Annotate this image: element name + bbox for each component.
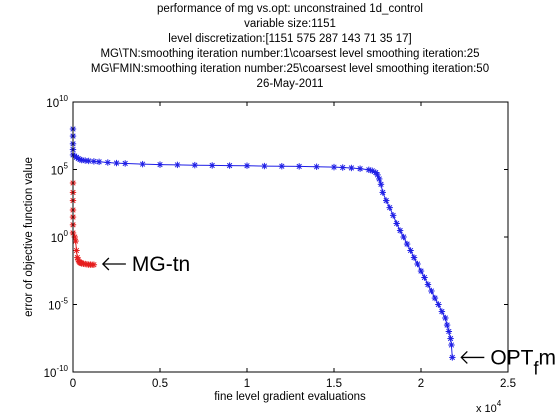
data-point-opt: [431, 294, 439, 302]
data-point-opt: [383, 197, 390, 204]
annotation-arrowhead: [101, 257, 110, 271]
chart-title: performance of mg vs.opt: unconstrained …: [72, 2, 508, 92]
data-point-opt: [443, 321, 451, 329]
y-axis-label: error of objective function value: [23, 157, 35, 317]
data-point-opt: [449, 354, 456, 361]
data-point-opt: [386, 204, 393, 211]
data-point-opt: [356, 165, 364, 172]
data-point-opt: [95, 158, 103, 166]
y-tick-base: 10: [48, 301, 61, 313]
data-point-opt: [428, 287, 435, 295]
data-point-opt: [226, 162, 233, 169]
annotation-label: MG-tn: [132, 253, 190, 276]
y-tick-exp: 0: [64, 229, 69, 238]
annotation-subscript: f: [533, 358, 539, 378]
y-tick-label: 1010: [46, 94, 68, 110]
y-tick-label: 10-5: [48, 297, 68, 313]
series-layer: [69, 125, 456, 361]
data-point-opt: [435, 301, 442, 308]
y-tick-base: 10: [46, 98, 59, 110]
data-point-opt: [330, 163, 338, 171]
data-point-opt: [191, 161, 198, 169]
annotation-opt: OPTfm: [460, 346, 556, 378]
data-point-opt: [389, 212, 397, 219]
data-point-opt: [313, 163, 320, 170]
annotation-arrowhead: [460, 350, 468, 364]
y-tick-label: 105: [51, 162, 69, 178]
annotation-mg-tn: MG-tn: [101, 253, 190, 276]
annotations-layer: OPTfm MG-tn: [101, 253, 556, 378]
annotation-label: OPTfm: [490, 346, 556, 378]
data-point-opt: [417, 267, 425, 275]
title-line: performance of mg vs.opt: unconstrained …: [157, 3, 423, 15]
y-tick-label: 100: [51, 229, 69, 245]
x-tick-label: 2.5: [500, 378, 516, 390]
data-point-opt: [122, 160, 129, 167]
y-tick-exp: -10: [56, 364, 68, 373]
y-tick-base: 10: [51, 233, 64, 245]
x-tick-label: 0.5: [152, 378, 168, 390]
annotation-text: OPT: [490, 346, 533, 369]
data-point-opt: [424, 281, 432, 288]
data-point-opt: [400, 233, 407, 241]
data-point-opt: [410, 254, 418, 261]
title-line: MG\FMIN:smoothing iteration number:25\co…: [90, 63, 490, 75]
data-point-opt: [376, 175, 383, 183]
x-multiplier-base: x 10: [476, 403, 497, 415]
y-tick-exp: 5: [64, 162, 69, 171]
data-point-opt: [407, 247, 414, 254]
x-tick-label: 1: [244, 378, 250, 390]
data-point-opt: [396, 227, 404, 234]
data-point-opt: [403, 240, 411, 248]
data-point-mg-tn: [90, 261, 98, 268]
data-point-opt: [442, 314, 449, 322]
y-tick-base: 10: [44, 368, 57, 380]
data-point-opt: [421, 274, 428, 281]
x-tick-label: 1.5: [326, 378, 342, 390]
x-tick-label: 2: [418, 378, 424, 390]
data-point-opt: [296, 163, 303, 170]
data-point-opt: [447, 335, 454, 342]
y-tick-label: 10-10: [44, 364, 69, 380]
annotation-text: MG-tn: [132, 253, 190, 276]
y-tick-base: 10: [51, 166, 64, 178]
y-tick-exp: 10: [59, 94, 68, 103]
x-tick-label: 0: [70, 378, 76, 390]
plot-area: [72, 101, 509, 373]
data-point-opt: [393, 220, 400, 227]
x-multiplier: x 104: [476, 399, 502, 415]
annotation-tail: m: [539, 346, 557, 369]
title-line: variable size:1151: [244, 18, 336, 30]
data-point-opt: [377, 181, 385, 188]
data-point-opt: [139, 160, 146, 168]
data-point-opt: [414, 260, 421, 268]
data-point-opt: [339, 164, 346, 171]
data-point-opt: [113, 159, 120, 167]
data-point-opt: [261, 162, 268, 170]
data-point-opt: [448, 341, 455, 349]
x-axis-label: fine level gradient evaluations: [214, 391, 366, 403]
data-point-opt: [104, 159, 111, 166]
data-point-opt: [445, 328, 453, 335]
y-tick-exp: -5: [61, 297, 69, 306]
data-point-opt: [156, 161, 164, 168]
title-line: MG\TN:smoothing iteration number:1\coars…: [100, 48, 480, 60]
data-point-mg-tn: [73, 247, 80, 254]
data-point-opt: [379, 189, 386, 196]
data-point-opt: [209, 162, 216, 169]
data-point-opt: [174, 161, 181, 169]
data-point-opt: [438, 308, 446, 315]
data-point-opt: [278, 163, 285, 170]
data-point-opt: [348, 164, 355, 172]
title-line: 26-May-2011: [256, 78, 324, 90]
x-multiplier-exp: 4: [497, 399, 502, 408]
data-point-opt: [243, 162, 251, 169]
series-line-opt: [72, 129, 453, 358]
title-line: level discretization:[1151 575 287 143 7…: [168, 33, 412, 45]
